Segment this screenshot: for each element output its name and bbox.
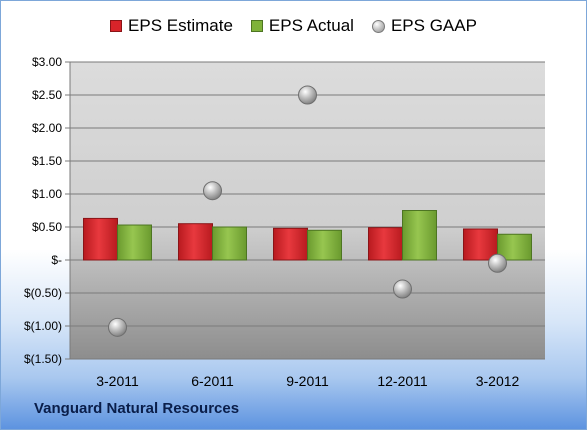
- point-eps-gaap: [298, 85, 317, 105]
- bar-eps-estimate: [273, 227, 308, 261]
- y-tick-label: $3.00: [32, 55, 62, 69]
- x-tick-label: 12-2011: [377, 373, 428, 389]
- point-eps-gaap: [203, 181, 222, 201]
- x-tick-label: 9-2011: [286, 373, 329, 389]
- company-name: Vanguard Natural Resources: [34, 400, 240, 417]
- y-tick-label: $(1.00): [24, 319, 62, 333]
- bar-eps-actual: [212, 226, 247, 261]
- x-tick-label: 3-2012: [476, 373, 520, 389]
- y-tick-label: $(1.50): [24, 352, 62, 366]
- y-tick-label: $2.50: [32, 88, 62, 102]
- bar-eps-actual: [307, 229, 342, 261]
- legend-label-eps-actual: EPS Actual: [268, 16, 354, 35]
- y-tick-label: $(0.50): [24, 286, 62, 300]
- plot-area: [70, 62, 545, 359]
- bar-eps-actual: [402, 210, 437, 261]
- bar-eps-estimate: [178, 223, 213, 261]
- point-eps-gaap: [393, 279, 412, 299]
- x-tick-label: 6-2011: [191, 373, 234, 389]
- legend-item-eps-gaap: EPS GAAP: [371, 16, 477, 36]
- y-tick-label: $0.50: [32, 220, 62, 234]
- legend-item-eps-estimate: EPS Estimate: [110, 16, 233, 36]
- bar-eps-estimate: [83, 217, 118, 261]
- point-eps-gaap: [108, 317, 127, 337]
- y-tick-label: $1.00: [32, 187, 62, 201]
- y-tick-label: $1.50: [32, 154, 62, 168]
- legend-swatch-eps-gaap: [371, 19, 385, 33]
- legend-swatch-eps-estimate: [110, 20, 123, 32]
- legend-label-eps-gaap: EPS GAAP: [390, 16, 477, 35]
- y-tick-label: $-: [51, 253, 62, 267]
- point-eps-gaap: [488, 253, 507, 273]
- bar-eps-actual: [117, 224, 152, 261]
- legend-label-eps-estimate: EPS Estimate: [128, 16, 233, 35]
- legend-item-eps-actual: EPS Actual: [250, 16, 354, 36]
- legend: EPS Estimate EPS Actual EPS GAAP: [0, 16, 587, 36]
- y-tick-label: $2.00: [32, 121, 62, 135]
- bar-eps-estimate: [368, 227, 403, 261]
- legend-swatch-eps-actual: [250, 20, 263, 32]
- x-tick-label: 3-2011: [96, 373, 139, 389]
